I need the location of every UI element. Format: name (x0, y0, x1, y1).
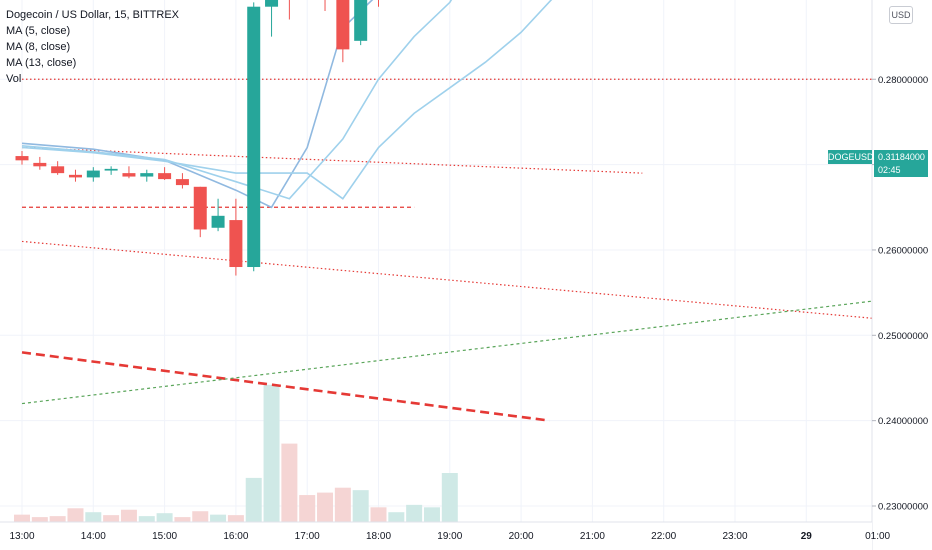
chart-legend: Dogecoin / US Dollar, 15, BITTREX MA (5,… (6, 7, 179, 87)
volume-bar (263, 384, 280, 522)
moving-averages (21, 0, 553, 209)
candle-body (158, 173, 172, 180)
time-tick-label: 19:00 (437, 531, 462, 542)
candle-body (229, 220, 243, 268)
volume-bar (120, 509, 137, 522)
trend-line (21, 240, 873, 319)
candle-body (193, 186, 207, 230)
currency-button[interactable]: USD (889, 6, 913, 24)
time-tick-label: 13:00 (9, 531, 34, 542)
time-axis-bg (0, 522, 872, 550)
candle-body (33, 162, 47, 167)
trend-line (21, 146, 643, 174)
price-axis[interactable]: 0.23000000 0.24000000 0.25000000 0.26000000… (871, 0, 932, 550)
volume-bar (352, 490, 369, 522)
legend-vol[interactable]: Vol (6, 73, 22, 85)
trend-line (21, 300, 873, 405)
volume-bar (85, 512, 102, 522)
volume-bar (192, 511, 209, 522)
volume-bar (31, 517, 48, 522)
volume-bar (14, 514, 30, 522)
price-tick-label: 0.25000000 (878, 331, 928, 342)
candle-body (247, 6, 261, 268)
candle-body (265, 0, 279, 7)
volume-bar (317, 492, 334, 522)
volume-bar (441, 473, 458, 522)
candle-body (68, 174, 82, 178)
volume-bar (49, 516, 66, 522)
volume-bar (370, 507, 387, 522)
legend-ma13[interactable]: MA (13, close) (6, 57, 77, 69)
candle-body (15, 156, 29, 161)
legend-title: Dogecoin / US Dollar, 15, BITTREX (6, 9, 180, 21)
price-box: 0.31184000 02:45 (874, 150, 928, 177)
time-tick-label: 23:00 (722, 531, 747, 542)
candle-body (51, 166, 65, 174)
time-tick-label: 15:00 (152, 531, 177, 542)
time-tick-label: 21:00 (580, 531, 605, 542)
candle-body (140, 173, 154, 177)
candle-body (336, 0, 350, 50)
volume-bar (299, 495, 316, 522)
volume-bar (388, 512, 405, 522)
time-tick-label: 17:00 (295, 531, 320, 542)
price-tick-label: 0.26000000 (878, 245, 928, 256)
grid (0, 0, 879, 522)
time-tick-label: 14:00 (81, 531, 106, 542)
volume-bar (138, 516, 155, 522)
legend-ma8[interactable]: MA (8, close) (6, 41, 71, 53)
volume-bar (406, 504, 423, 522)
candlesticks (15, 0, 379, 276)
time-tick-label: 20:00 (509, 531, 534, 542)
volume-bar (67, 508, 84, 522)
candle-body (175, 179, 189, 186)
ma-line (21, 0, 553, 200)
time-tick-label: 29 (801, 531, 813, 542)
bar-countdown: 02:45 (878, 165, 901, 175)
price-tick-label: 0.28000000 (878, 75, 928, 86)
volume-bar (423, 507, 440, 522)
time-axis[interactable]: 13:00 14:00 15:00 16:00 17:00 18:00 19:00 20:00… (0, 521, 891, 550)
price-tick-label: 0.24000000 (878, 416, 928, 427)
time-tick-label: 01:00 (865, 531, 890, 542)
candle-body (122, 173, 136, 177)
candle-body (211, 215, 225, 228)
ma-line (21, 0, 453, 200)
volume-bar (156, 513, 173, 522)
volume-bar (174, 517, 191, 522)
volume-bar (334, 487, 351, 522)
price-tick-label: 0.23000000 (878, 502, 928, 513)
volume-bar (103, 515, 120, 522)
volume-bar (245, 477, 262, 522)
price-axis-bg (872, 0, 932, 550)
trend-line (21, 351, 550, 422)
time-tick-label: 18:00 (366, 531, 391, 542)
candle-body (104, 168, 118, 171)
last-price-value: 0.31184000 (878, 152, 925, 162)
volume-bars (14, 384, 458, 522)
time-tick-label: 22:00 (651, 531, 676, 542)
volume-bar (281, 443, 298, 522)
candle-body (86, 170, 100, 178)
symbol-label: DOGEUSD (828, 150, 874, 164)
volume-bar (227, 515, 244, 522)
time-tick-label: 16:00 (223, 531, 248, 542)
trend-lines (21, 146, 873, 422)
candle-body (354, 0, 368, 41)
legend-ma5[interactable]: MA (5, close) (6, 25, 71, 37)
volume-bar (210, 514, 227, 522)
